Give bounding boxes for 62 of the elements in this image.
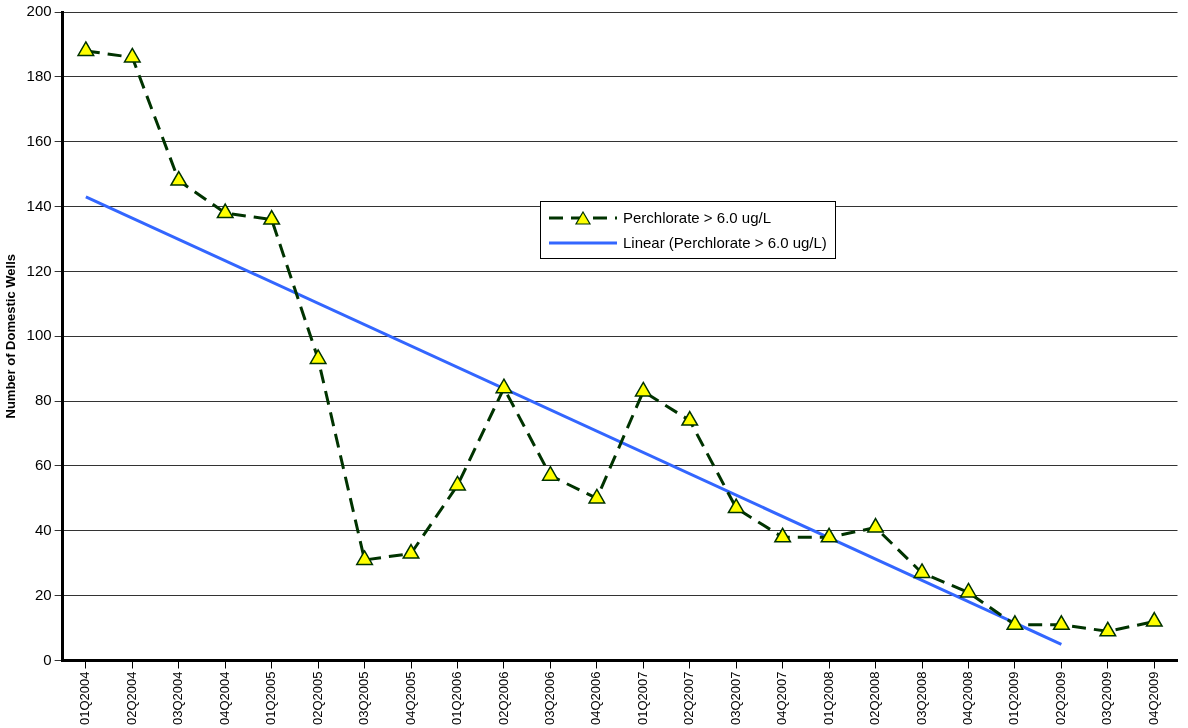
- point: [913, 563, 931, 579]
- x-tick-label: 02Q2006: [495, 671, 511, 726]
- point: [123, 47, 141, 63]
- legend-label: Linear (Perchlorate > 6.0 ug/L): [623, 234, 827, 251]
- point: [170, 170, 188, 186]
- y-tick-label: 140: [26, 196, 52, 214]
- y-tick-label: 60: [34, 456, 52, 474]
- x-tick-label: 03Q2006: [541, 671, 557, 726]
- x-tick-label: 01Q2005: [263, 671, 279, 726]
- y-tick-label: 0: [43, 650, 52, 668]
- x-tick-label: 03Q2009: [1099, 671, 1115, 726]
- x-tick-label: 01Q2007: [634, 671, 650, 726]
- y-tick-label: 200: [26, 2, 52, 20]
- y-tick-label: 100: [26, 326, 52, 344]
- x-tick-label: 02Q2008: [867, 671, 883, 726]
- point: [356, 550, 374, 566]
- y-tick-label: 160: [26, 131, 52, 149]
- x-tick-label: 03Q2008: [913, 671, 929, 726]
- x-tick-label: 04Q2006: [588, 671, 604, 726]
- x-tick-label: 01Q2004: [77, 671, 93, 726]
- point: [1052, 615, 1070, 631]
- point: [959, 582, 978, 598]
- x-tick-label: 03Q2007: [727, 671, 743, 726]
- point: [820, 527, 838, 543]
- point: [588, 488, 606, 504]
- point: [448, 475, 467, 491]
- x-tick-label: 04Q2007: [774, 671, 790, 726]
- point: [867, 517, 885, 533]
- x-tick-label: 03Q2005: [356, 671, 372, 726]
- point: [681, 410, 699, 426]
- point: [495, 378, 513, 394]
- point: [1145, 611, 1163, 627]
- x-tick-label: 01Q2009: [1006, 671, 1022, 726]
- x-tick-label: 02Q2005: [309, 671, 325, 726]
- x-tick-label: 01Q2006: [449, 671, 465, 726]
- point: [774, 527, 792, 543]
- x-tick-label: 04Q2008: [960, 671, 976, 726]
- point: [402, 543, 420, 559]
- point: [1006, 615, 1024, 631]
- x-tick-label: 03Q2004: [170, 671, 186, 726]
- x-tick-label: 04Q2005: [402, 671, 418, 726]
- point: [541, 465, 559, 481]
- point: [216, 203, 234, 219]
- point: [727, 498, 745, 514]
- point: [309, 349, 327, 365]
- y-tick-label: 80: [34, 391, 52, 409]
- x-tick-label: 02Q2009: [1052, 671, 1068, 726]
- y-tick-label: 120: [26, 261, 52, 279]
- point: [77, 41, 95, 57]
- x-tick-label: 01Q2008: [820, 671, 836, 726]
- y-tick-label: 40: [34, 520, 52, 538]
- y-tick-label: 180: [26, 66, 52, 84]
- point: [634, 381, 652, 397]
- x-tick-label: 04Q2004: [216, 671, 232, 726]
- y-tick-label: 20: [34, 585, 52, 603]
- point: [263, 209, 281, 225]
- x-tick-label: 02Q2004: [123, 671, 139, 726]
- x-tick-label: 04Q2009: [1145, 671, 1161, 726]
- point: [1099, 621, 1117, 637]
- x-tick-label: 02Q2007: [681, 671, 697, 726]
- y-axis-title: Number of Domestic Wells: [3, 254, 19, 419]
- legend-label: Perchlorate > 6.0 ug/L: [623, 209, 772, 226]
